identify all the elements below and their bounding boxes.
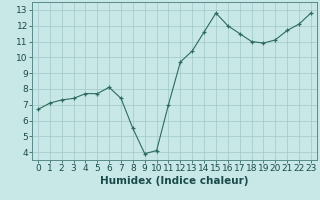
X-axis label: Humidex (Indice chaleur): Humidex (Indice chaleur) — [100, 176, 249, 186]
